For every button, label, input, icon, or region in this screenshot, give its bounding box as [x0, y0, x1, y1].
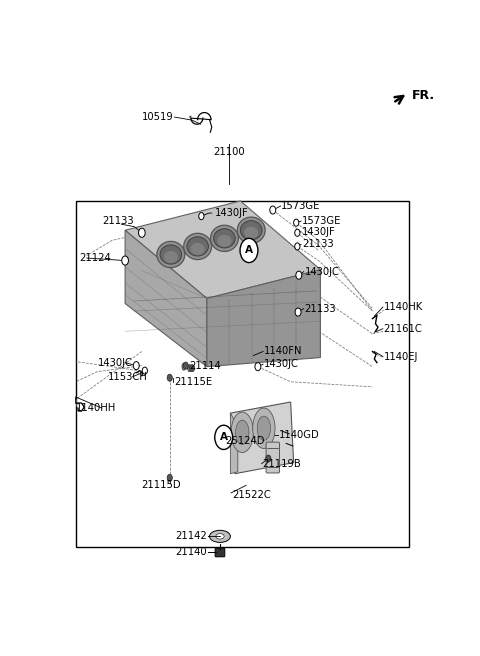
Text: 25124D: 25124D: [226, 436, 265, 446]
Polygon shape: [207, 270, 321, 367]
Bar: [76, 201, 408, 548]
Text: 1573GE: 1573GE: [302, 216, 341, 226]
Circle shape: [190, 365, 195, 372]
Circle shape: [266, 455, 271, 462]
Circle shape: [139, 228, 145, 237]
Text: 1140HH: 1140HH: [76, 403, 116, 413]
Text: 21115E: 21115E: [175, 377, 213, 387]
Text: 21124: 21124: [79, 253, 111, 263]
Ellipse shape: [231, 412, 253, 453]
Text: 21142: 21142: [175, 531, 207, 541]
Text: 21114: 21114: [190, 361, 221, 371]
Text: 1430JF: 1430JF: [302, 227, 336, 237]
Text: A: A: [245, 245, 253, 255]
Ellipse shape: [187, 237, 208, 256]
Text: 1140HK: 1140HK: [384, 302, 423, 312]
Circle shape: [199, 213, 204, 220]
Text: 1153CH: 1153CH: [108, 372, 147, 382]
Ellipse shape: [160, 245, 181, 264]
Ellipse shape: [191, 243, 204, 255]
Ellipse shape: [217, 235, 231, 247]
Circle shape: [295, 229, 300, 236]
Circle shape: [296, 271, 302, 279]
Ellipse shape: [240, 220, 262, 240]
Ellipse shape: [184, 234, 212, 260]
Circle shape: [142, 367, 147, 374]
Circle shape: [183, 362, 188, 369]
Circle shape: [133, 361, 139, 370]
Ellipse shape: [210, 225, 239, 251]
Ellipse shape: [164, 251, 178, 263]
Text: 21133: 21133: [102, 216, 133, 226]
Text: 21119B: 21119B: [263, 459, 301, 468]
Circle shape: [167, 374, 172, 381]
Text: 1573GE: 1573GE: [281, 201, 321, 211]
Text: 1140GD: 1140GD: [279, 430, 320, 440]
Ellipse shape: [157, 241, 185, 268]
Text: 21161C: 21161C: [384, 324, 422, 334]
Circle shape: [295, 243, 300, 250]
FancyBboxPatch shape: [215, 548, 225, 557]
Ellipse shape: [237, 217, 265, 243]
Text: 10519: 10519: [142, 112, 173, 122]
Polygon shape: [125, 230, 207, 367]
Text: 21140: 21140: [175, 547, 207, 557]
Text: 21100: 21100: [214, 147, 245, 157]
Ellipse shape: [257, 416, 271, 440]
Ellipse shape: [210, 530, 230, 543]
Circle shape: [270, 206, 276, 214]
Text: 21522C: 21522C: [232, 491, 271, 501]
Text: 1430JF: 1430JF: [215, 208, 248, 218]
Text: 1430JC: 1430JC: [98, 358, 133, 367]
FancyBboxPatch shape: [266, 442, 279, 473]
Circle shape: [294, 219, 299, 226]
Ellipse shape: [244, 227, 258, 239]
Ellipse shape: [182, 363, 186, 370]
Circle shape: [215, 425, 233, 449]
Text: FR.: FR.: [411, 89, 435, 102]
Text: 1140FN: 1140FN: [264, 346, 302, 356]
Ellipse shape: [188, 365, 192, 372]
Text: 21115D: 21115D: [142, 480, 181, 490]
Polygon shape: [230, 402, 294, 474]
Polygon shape: [125, 201, 321, 298]
Text: A: A: [220, 432, 228, 442]
Ellipse shape: [252, 408, 275, 449]
Text: 1430JC: 1430JC: [304, 267, 339, 277]
Circle shape: [255, 363, 261, 371]
Circle shape: [240, 238, 258, 262]
Ellipse shape: [216, 533, 224, 539]
Text: 1140EJ: 1140EJ: [384, 352, 418, 361]
Ellipse shape: [236, 420, 249, 444]
Ellipse shape: [214, 229, 235, 248]
Circle shape: [122, 256, 129, 265]
Text: 21133: 21133: [304, 304, 336, 314]
Polygon shape: [230, 413, 238, 474]
Text: 1430JC: 1430JC: [264, 359, 299, 369]
Circle shape: [167, 474, 172, 482]
Text: 21133: 21133: [302, 239, 334, 249]
Circle shape: [295, 308, 301, 316]
